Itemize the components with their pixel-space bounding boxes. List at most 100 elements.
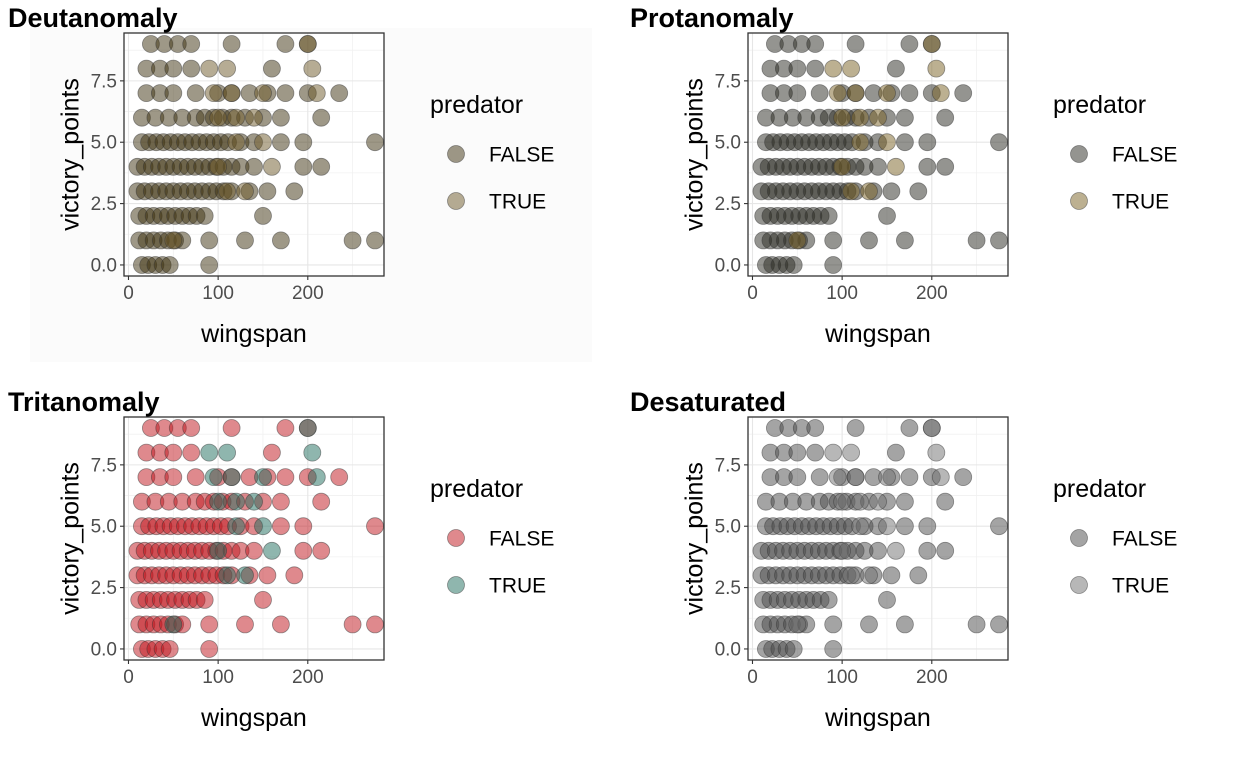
data-point <box>806 35 825 53</box>
series-false <box>128 35 384 274</box>
data-point <box>869 108 887 127</box>
y-tick-label: 5.0 <box>715 517 741 538</box>
data-point <box>788 231 807 250</box>
legend-label: TRUE <box>489 191 546 214</box>
data-point <box>271 108 290 127</box>
data-point <box>896 231 914 250</box>
data-point <box>846 35 865 53</box>
y-axis-title: victory_points <box>681 78 709 231</box>
data-point <box>312 492 331 511</box>
data-point <box>824 640 843 658</box>
data-point <box>842 443 860 462</box>
data-point <box>918 517 937 536</box>
data-point <box>887 59 905 78</box>
data-point <box>878 133 896 152</box>
data-point <box>922 419 941 437</box>
data-point <box>824 59 843 78</box>
data-point <box>936 157 955 176</box>
data-point <box>810 84 829 102</box>
data-point <box>245 541 263 560</box>
data-point <box>366 231 384 250</box>
data-point <box>160 256 179 274</box>
scatter-points <box>752 35 1008 274</box>
data-point <box>860 615 878 634</box>
data-point <box>200 615 219 634</box>
series-true <box>788 35 950 250</box>
data-point <box>833 157 851 176</box>
y-tick-label: 7.5 <box>715 455 741 476</box>
data-point <box>227 492 246 511</box>
x-tick-label: 0 <box>747 667 758 688</box>
data-point <box>967 615 986 634</box>
data-point <box>366 133 384 152</box>
data-point <box>833 108 851 127</box>
legend-key <box>1070 576 1088 594</box>
y-tick-label: 5.0 <box>715 133 741 154</box>
data-point <box>918 157 937 176</box>
data-point <box>824 615 843 634</box>
data-point <box>262 541 281 560</box>
data-point <box>271 133 290 152</box>
panel-border <box>747 32 1009 277</box>
data-point <box>869 157 887 176</box>
data-point <box>298 419 317 437</box>
data-point <box>200 59 219 78</box>
data-point <box>896 108 914 127</box>
data-point <box>954 84 973 102</box>
x-tick-label: 100 <box>202 667 234 688</box>
data-point <box>936 108 955 127</box>
series-true <box>788 419 950 634</box>
data-point <box>236 182 254 201</box>
data-point <box>990 231 1008 250</box>
data-point <box>927 59 946 78</box>
legend-label: FALSE <box>489 144 554 167</box>
data-point <box>182 59 201 78</box>
legend: predator FALSE TRUE <box>1053 91 1177 214</box>
data-point <box>200 640 219 658</box>
legend-title: predator <box>430 91 523 119</box>
data-point <box>990 615 1008 634</box>
data-point <box>846 468 865 487</box>
data-point <box>990 517 1008 536</box>
data-point <box>245 492 263 511</box>
data-point <box>182 443 201 462</box>
data-point <box>922 35 941 53</box>
x-axis-title: wingspan <box>200 704 307 732</box>
scatter-points <box>128 419 384 658</box>
data-point <box>164 468 183 487</box>
data-point <box>258 182 277 201</box>
data-point <box>254 591 272 609</box>
data-point <box>882 566 901 585</box>
panel-border <box>123 416 385 661</box>
data-point <box>236 566 254 585</box>
legend-key <box>447 576 465 594</box>
data-point <box>860 231 878 250</box>
x-tick-label: 200 <box>292 667 324 688</box>
data-point <box>990 133 1008 152</box>
data-point <box>276 35 295 53</box>
data-point <box>842 59 860 78</box>
data-point <box>784 256 803 274</box>
data-point <box>927 443 946 462</box>
data-point <box>195 206 214 225</box>
data-point <box>851 492 869 511</box>
data-point <box>307 84 326 102</box>
y-tick-label: 7.5 <box>715 71 741 92</box>
data-point <box>860 566 878 585</box>
x-tick-label: 200 <box>916 667 948 688</box>
x-axis-title: wingspan <box>824 704 931 732</box>
data-point <box>896 492 914 511</box>
data-point <box>218 566 237 585</box>
data-point <box>294 133 313 152</box>
legend-key <box>1070 529 1088 547</box>
data-point <box>878 591 896 609</box>
y-tick-label: 5.0 <box>91 517 117 538</box>
data-point <box>900 84 919 102</box>
data-point <box>276 468 295 487</box>
data-point <box>227 517 246 536</box>
x-tick-label: 100 <box>826 283 858 304</box>
y-tick-label: 7.5 <box>91 71 117 92</box>
legend-title: predator <box>1053 91 1146 119</box>
data-point <box>887 541 905 560</box>
